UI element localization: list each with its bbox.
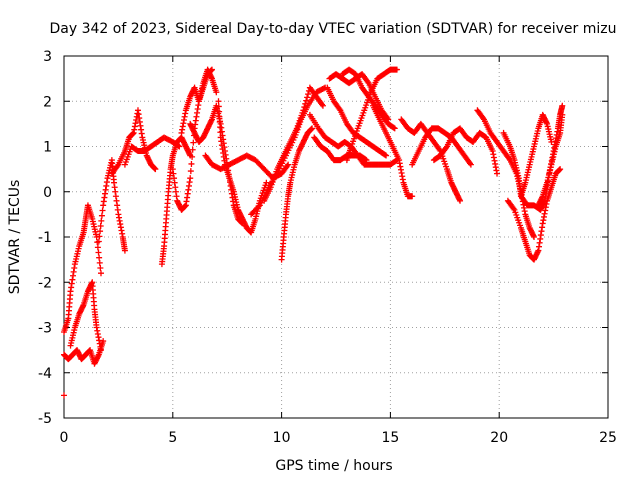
data-point — [319, 102, 326, 109]
data-point — [95, 249, 102, 256]
data-point — [510, 205, 517, 212]
series-trace-i — [178, 66, 220, 136]
data-point — [187, 175, 194, 182]
data-point — [409, 193, 416, 200]
data-point — [216, 108, 223, 115]
y-tick-label: -4 — [38, 366, 52, 382]
data-point — [97, 228, 104, 235]
series-trace-n — [261, 84, 326, 204]
series-trace-o — [278, 125, 316, 263]
y-tick-label: -5 — [38, 411, 52, 427]
data-point — [457, 197, 464, 204]
data-point — [255, 203, 262, 210]
data-point — [97, 270, 104, 277]
data-point — [189, 146, 196, 153]
data-point — [383, 152, 390, 159]
y-tick-label: -2 — [38, 275, 52, 291]
data-point — [215, 103, 222, 110]
data-point — [215, 98, 222, 105]
data-point — [557, 166, 564, 173]
data-point — [284, 162, 291, 169]
data-point — [309, 125, 316, 132]
data-point — [285, 161, 292, 168]
data-point — [94, 244, 101, 251]
y-tick-label: 1 — [43, 140, 52, 156]
x-tick-label: 0 — [60, 430, 69, 446]
data-point — [98, 212, 105, 219]
data-point — [114, 162, 121, 169]
data-point — [216, 118, 223, 125]
series-trace-v — [369, 102, 416, 200]
data-point — [61, 392, 67, 399]
data-point — [391, 125, 398, 132]
data-point — [188, 160, 195, 167]
data-point — [96, 254, 103, 261]
data-point — [559, 111, 566, 118]
data-point — [99, 207, 106, 214]
data-point — [216, 113, 223, 120]
data-point — [466, 160, 473, 167]
data-point — [319, 101, 326, 108]
y-tick-label: 2 — [43, 94, 52, 110]
x-tick-label: 10 — [273, 430, 291, 446]
data-layer — [61, 66, 566, 399]
data-point — [531, 234, 538, 240]
data-point — [443, 144, 450, 151]
data-point — [304, 94, 311, 101]
data-point — [305, 91, 312, 98]
x-tick-label: 5 — [168, 430, 177, 446]
series-trace-f — [121, 134, 183, 168]
data-point — [301, 104, 308, 111]
data-point — [96, 259, 103, 266]
series-trace-y — [430, 125, 501, 177]
x-tick-label: 25 — [599, 430, 617, 446]
data-point — [152, 166, 159, 173]
x-tick-label: 20 — [490, 430, 508, 446]
data-point — [559, 102, 566, 109]
series-trace-c — [67, 279, 104, 354]
data-point — [189, 153, 196, 160]
series-trace-g — [158, 134, 194, 268]
data-point — [96, 233, 103, 240]
x-axis-label: GPS time / hours — [275, 458, 392, 474]
series-trace-b — [61, 202, 104, 336]
y-axis-label: SDTVAR / TECUs — [7, 180, 23, 295]
series-trace-aa — [500, 111, 555, 200]
data-point — [190, 139, 197, 146]
data-point — [95, 238, 102, 245]
data-point — [302, 100, 309, 107]
data-point — [187, 168, 194, 175]
series-trace-x — [409, 125, 474, 168]
tick-layer: 0 5 10 15 20 25 -5 -4 -3 -2 -1 0 1 2 3 — [38, 49, 617, 446]
data-point — [467, 161, 474, 168]
data-point — [213, 89, 220, 96]
series-trace-u — [343, 66, 400, 164]
data-point — [300, 107, 307, 114]
data-point — [98, 217, 105, 224]
data-point — [97, 265, 104, 272]
series-trace-ab — [504, 166, 564, 263]
y-tick-label: 0 — [43, 185, 52, 201]
y-tick-label: -1 — [38, 230, 52, 246]
data-point — [97, 223, 104, 230]
data-point — [97, 347, 104, 354]
data-point — [217, 129, 224, 136]
chart-title: Day 342 of 2023, Sidereal Day-to-day VTE… — [50, 21, 617, 37]
series-outlier — [61, 392, 67, 399]
y-tick-label: 3 — [43, 49, 52, 65]
data-point — [393, 66, 400, 73]
series-trace-e — [108, 107, 159, 177]
data-point — [217, 124, 224, 131]
data-point — [480, 115, 487, 122]
series-trace-ad — [535, 111, 566, 209]
x-tick-label: 15 — [381, 430, 399, 446]
data-point — [303, 97, 310, 104]
data-point — [364, 78, 371, 85]
data-point — [494, 170, 501, 177]
series-trace-d — [95, 157, 128, 254]
data-point — [121, 247, 128, 254]
data-point — [336, 106, 343, 113]
y-tick-label: -3 — [38, 321, 52, 337]
